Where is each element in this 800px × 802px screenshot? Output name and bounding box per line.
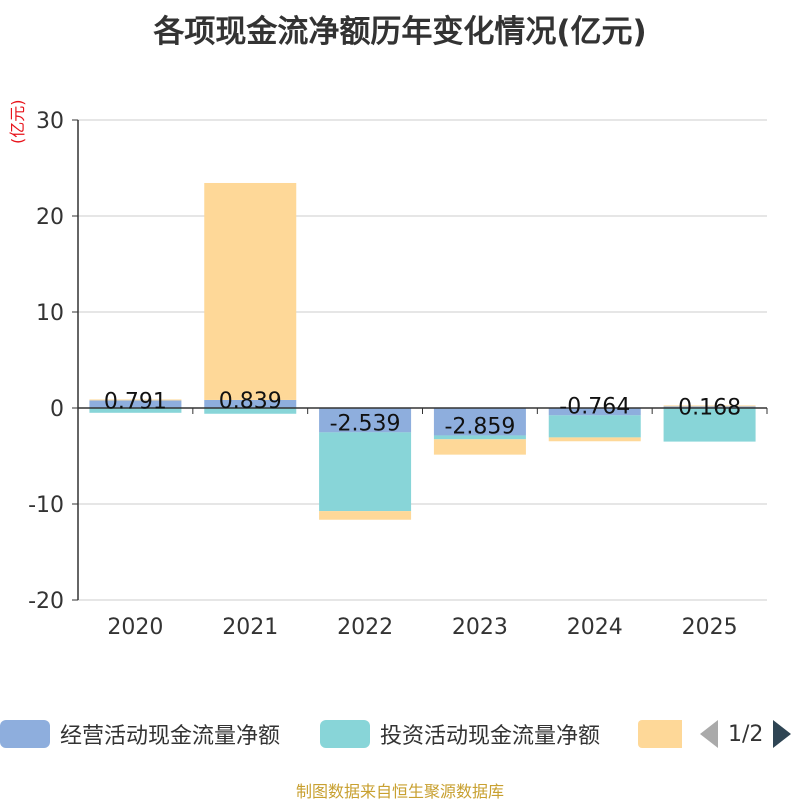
- bar-chart: 30 20 10 0 -10 -20 0.791 0.839 -2.539 -2.859 -0.76…: [28, 109, 768, 640]
- legend-item-investing[interactable]: 投资活动现金流量净额: [320, 716, 600, 752]
- chart-title: 各项现金流净额历年变化情况(亿元): [153, 14, 647, 50]
- legend-swatch-financing: [638, 720, 682, 748]
- bar-operating-2024: [548, 408, 641, 416]
- data-label-2021: 0.839: [219, 389, 282, 414]
- x-tick-label-2024: 2024: [567, 615, 623, 640]
- legend-pager: 1/2: [700, 716, 792, 752]
- bar-financing-2025: [663, 405, 756, 407]
- bar-investing-2020: [89, 408, 182, 413]
- bar-financing-2020: [89, 399, 182, 401]
- x-tick-label-2020: 2020: [107, 615, 163, 640]
- x-tick-label-2022: 2022: [337, 615, 393, 640]
- legend-page-indicator: 1/2: [728, 721, 764, 747]
- bar-operating-2025: [663, 406, 756, 408]
- data-label-2024: -0.764: [559, 394, 630, 419]
- y-tick-label: -20: [28, 589, 64, 614]
- data-label-2022: -2.539: [330, 411, 401, 436]
- y-tick-label: 20: [36, 205, 64, 230]
- x-tick-label-2023: 2023: [452, 615, 508, 640]
- bar-investing-2023: [433, 435, 526, 440]
- legend-next-page-icon[interactable]: [773, 720, 792, 748]
- bar-investing-2021: [204, 408, 297, 414]
- data-label-2023: -2.859: [444, 414, 515, 439]
- data-source-footer: 制图数据来自恒生聚源数据库: [295, 782, 504, 801]
- y-tick-label: 0: [50, 397, 64, 422]
- legend-item-financing[interactable]: [638, 716, 682, 752]
- bar-investing-2024: [548, 415, 641, 438]
- bar-investing-2022: [319, 432, 412, 512]
- bar-operating-2023: [433, 408, 526, 436]
- y-tick-label: -10: [28, 493, 64, 518]
- x-tick-label-2025: 2025: [682, 615, 738, 640]
- legend-label-investing: 投资活动现金流量净额: [380, 724, 601, 749]
- legend-swatch-operating: [0, 720, 50, 748]
- bar-operating-2021: [204, 399, 297, 408]
- x-tick-label-2021: 2021: [222, 615, 278, 640]
- legend-prev-page-icon[interactable]: [700, 720, 718, 748]
- bar-investing-2025: [663, 408, 756, 442]
- legend: 经营活动现金流量净额 投资活动现金流量净额 1/2: [0, 716, 800, 752]
- y-tick-label: 10: [36, 301, 64, 326]
- bar-financing-2021: [204, 182, 297, 400]
- bar-operating-2020: [89, 400, 182, 408]
- data-label-2025: 0.168: [678, 395, 741, 420]
- legend-label-operating: 经营活动现金流量净额: [60, 724, 281, 749]
- bar-financing-2023: [433, 439, 526, 455]
- legend-item-operating[interactable]: 经营活动现金流量净额: [0, 716, 280, 752]
- data-label-2020: 0.791: [104, 389, 167, 414]
- bar-operating-2022: [319, 408, 412, 433]
- y-tick-label: 30: [36, 109, 64, 134]
- bar-financing-2024: [548, 437, 641, 442]
- legend-swatch-investing: [320, 720, 370, 748]
- bar-financing-2022: [319, 511, 412, 520]
